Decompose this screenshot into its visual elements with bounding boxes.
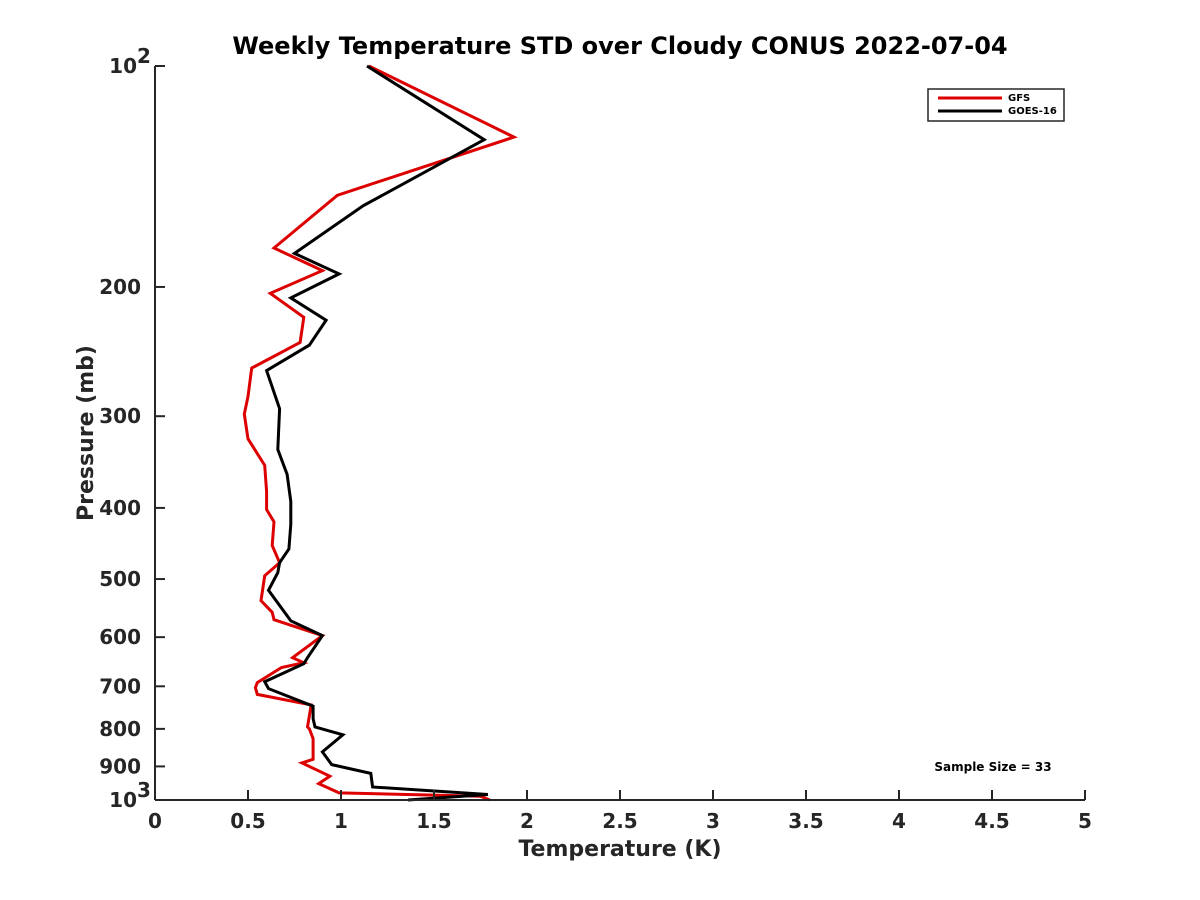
x-tick-label: 3 [706,809,720,833]
x-tick-label: 4 [892,809,906,833]
x-tick-label: 3.5 [788,809,823,833]
x-tick-label: 1.5 [416,809,451,833]
x-ticks: 0 0.5 1 1.5 2 2.5 3 3.5 4 4.5 5 [148,790,1092,833]
x-tick-label: 2.5 [602,809,637,833]
y-axis-label: Pressure (mb) [74,345,99,521]
legend-label-gfs: GFS [1008,93,1030,104]
legend-box [927,88,1065,122]
chart-title: Weekly Temperature STD over Cloudy CONUS… [232,32,1007,60]
series-line-goes16 [262,64,489,802]
y-tick-label: 300 [99,404,141,428]
x-tick-label: 2 [520,809,534,833]
series-line-gfs [242,64,518,802]
y-tick-label: 500 [99,567,141,591]
y-tick-label: 900 [99,754,141,778]
y-tick-label: 700 [99,674,141,698]
sample-size-annotation: Sample Size = 33 [934,760,1051,774]
y-tick-exponent: 3 [137,778,151,802]
x-axis-label: Temperature (K) [518,837,721,862]
x-tick-label: 1 [334,809,348,833]
series-layer [242,64,518,802]
y-tick-label: 200 [99,275,141,299]
x-tick-label: 5 [1078,809,1092,833]
y-tick-label: 10 [109,54,137,78]
y-tick-label: 10 [109,788,137,812]
y-tick-label: 800 [99,717,141,741]
x-tick-label: 4.5 [974,809,1009,833]
legend: GFS GOES-16 [927,88,1065,122]
y-tick-exponent: 2 [137,44,151,68]
x-tick-label: 0.5 [230,809,265,833]
y-tick-label: 400 [99,496,141,520]
x-tick-label: 0 [148,809,162,833]
y-tick-label: 600 [99,625,141,649]
legend-label-goes16: GOES-16 [1008,106,1057,117]
